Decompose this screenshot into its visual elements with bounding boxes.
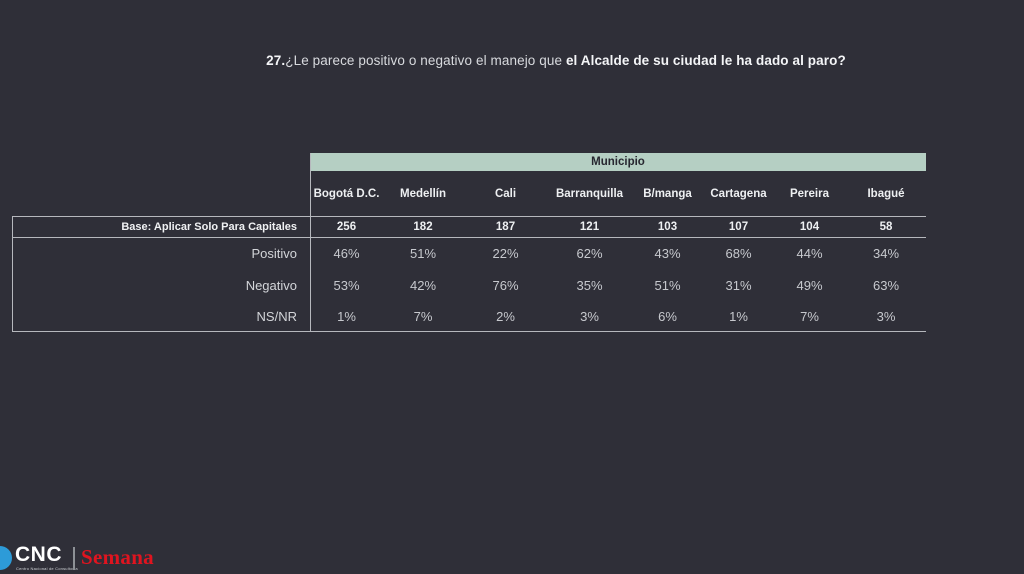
- question-title: 27.¿Le parece positivo o negativo el man…: [88, 53, 1024, 68]
- semana-logo: Semana: [81, 545, 154, 569]
- question-text-regular: ¿Le parece positivo o negativo el manejo…: [285, 53, 566, 68]
- base-value: 58: [879, 220, 893, 233]
- base-value: 103: [657, 220, 678, 233]
- column-header-medellin: Medellín: [399, 187, 446, 200]
- table-row-nsnr: NS/NR 1% 7% 2% 3% 6% 1% 7% 3%: [12, 301, 926, 331]
- base-value: 121: [579, 220, 600, 233]
- column-header-row: Bogotá D.C. Medellín Cali Barranquilla B…: [12, 171, 926, 216]
- base-row-label: Base: Aplicar Solo Para Capitales: [121, 220, 297, 233]
- column-header-barranquilla: Barranquilla: [555, 187, 624, 200]
- table-border-bottom: [12, 331, 926, 332]
- data-cell: 68%: [725, 245, 752, 261]
- table-border-base-top: [12, 216, 926, 217]
- table-row-negativo: Negativo 53% 42% 76% 35% 51% 31% 49% 63%: [12, 269, 926, 301]
- data-cell: 6%: [658, 308, 677, 324]
- data-cell: 43%: [654, 245, 681, 261]
- data-cell: 76%: [492, 277, 519, 293]
- data-cell: 3%: [580, 308, 599, 324]
- column-header-bmanga: B/manga: [643, 187, 692, 200]
- data-cell: 46%: [333, 245, 360, 261]
- column-header-pereira: Pereira: [789, 187, 829, 200]
- municipio-group-header: Municipio: [310, 153, 926, 171]
- question-number: 27.: [266, 53, 286, 68]
- data-cell: 51%: [654, 277, 681, 293]
- table-border-base-bottom: [12, 237, 926, 238]
- base-value: 104: [799, 220, 820, 233]
- data-cell: 49%: [796, 277, 823, 293]
- column-header-cartagena: Cartagena: [710, 187, 767, 200]
- data-cell: 53%: [333, 277, 360, 293]
- cnc-logo-circle-icon: [0, 546, 12, 570]
- data-cell: 1%: [337, 308, 356, 324]
- base-value: 107: [728, 220, 749, 233]
- table-column-divider: [310, 153, 311, 331]
- row-label: NS/NR: [256, 308, 297, 324]
- data-cell: 2%: [496, 308, 515, 324]
- table-border-left: [12, 216, 13, 331]
- table-row-positivo: Positivo 46% 51% 22% 62% 43% 68% 44% 34%: [12, 237, 926, 269]
- column-header-cali: Cali: [494, 187, 517, 200]
- data-cell: 35%: [576, 277, 603, 293]
- data-cell: 42%: [409, 277, 437, 293]
- base-row: Base: Aplicar Solo Para Capitales 256 18…: [12, 216, 926, 237]
- data-cell: 34%: [872, 245, 900, 261]
- logo-divider: [73, 547, 75, 570]
- cnc-logo-tagline: Centro Nacional de Consultoría: [16, 566, 78, 571]
- cnc-logo: CNC: [15, 543, 62, 566]
- data-cell: 62%: [576, 245, 603, 261]
- row-label: Positivo: [251, 245, 297, 261]
- data-cell: 22%: [492, 245, 519, 261]
- base-value: 187: [495, 220, 516, 233]
- data-cell: 44%: [796, 245, 823, 261]
- data-cell: 1%: [729, 308, 748, 324]
- question-text-bold: el Alcalde de su ciudad le ha dado al pa…: [565, 53, 846, 68]
- data-cell: 63%: [872, 277, 900, 293]
- data-cell: 31%: [725, 277, 752, 293]
- base-value: 256: [336, 220, 357, 233]
- column-header-bogota: Bogotá D.C.: [313, 187, 380, 200]
- row-label: Negativo: [245, 277, 297, 293]
- base-value: 182: [413, 220, 433, 233]
- data-cell: 3%: [876, 308, 896, 324]
- data-cell: 7%: [800, 308, 819, 324]
- data-cell: 7%: [413, 308, 433, 324]
- footer-logos: CNC Centro Nacional de Consultoría Seman…: [0, 543, 300, 574]
- data-cell: 51%: [409, 245, 437, 261]
- column-header-ibague: Ibagué: [867, 187, 905, 200]
- results-table: Municipio Bogotá D.C. Medellín Cali Barr…: [12, 153, 926, 332]
